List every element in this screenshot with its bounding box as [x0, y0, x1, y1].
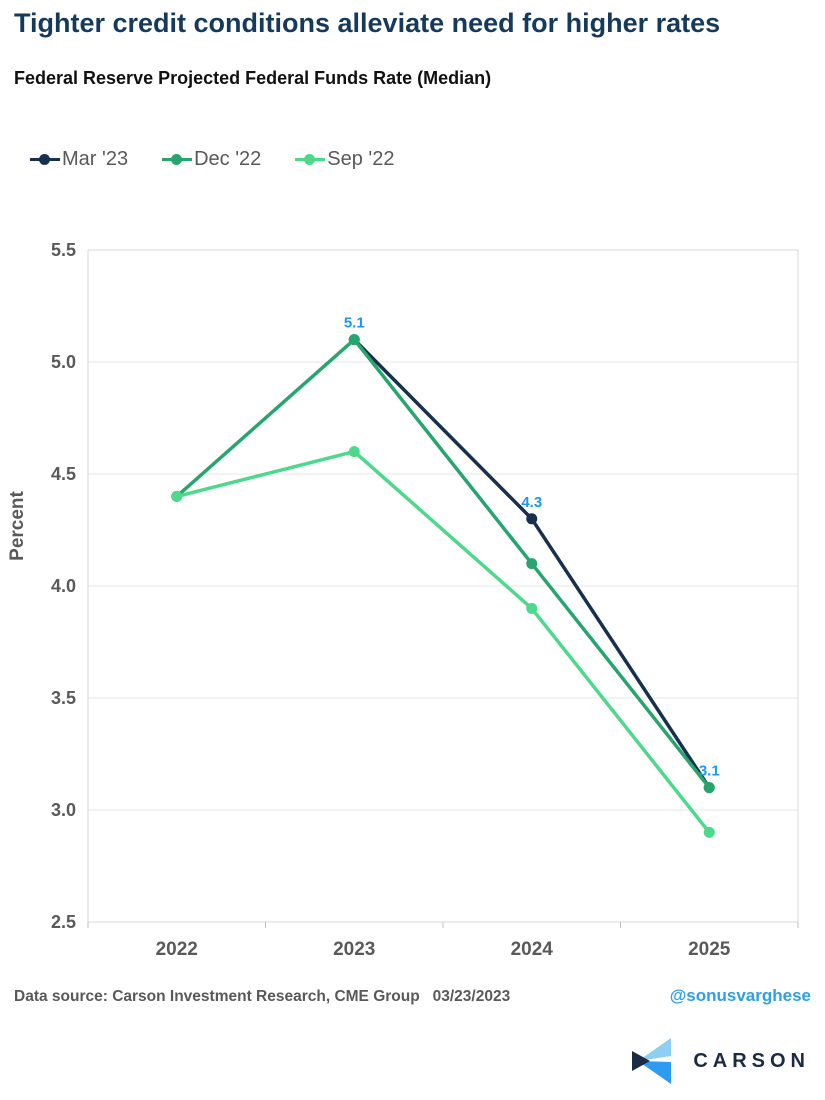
legend-item-dec-22: Dec '22 [162, 148, 261, 171]
legend-marker-icon [162, 154, 193, 166]
y-tick-label: 4.5 [51, 464, 76, 484]
data-source-note: Data source: Carson Investment Research,… [14, 988, 511, 1005]
line-chart: 5.5 5.0 4.5 4.0 3.5 3.0 2.5 2022 2023 2024 2025 5.1… [51, 240, 799, 960]
y-tick-label: 3.5 [51, 688, 76, 708]
series-point-dec-22 [526, 558, 538, 570]
legend-label: Dec '22 [194, 148, 262, 170]
social-handle: @sonusvarghese [669, 986, 811, 1005]
carson-logo-icon [632, 1038, 672, 1084]
legend-item-sep-22: Sep '22 [295, 148, 394, 171]
x-tick-label: 2022 [156, 939, 198, 960]
x-tick-label: 2025 [688, 939, 731, 960]
page-title: Tighter credit conditions alleviate need… [14, 8, 721, 38]
legend: Mar '23 Dec '22 Sep '22 [30, 148, 394, 171]
legend-marker-icon [30, 154, 60, 166]
chart-subtitle: Federal Reserve Projected Federal Funds … [14, 68, 492, 88]
x-tick-label: 2023 [333, 939, 375, 960]
logo-top-triangle [638, 1038, 672, 1061]
y-tick-label: 5.0 [51, 352, 76, 372]
logo-bottom-triangle [638, 1061, 672, 1084]
y-tick-label: 2.5 [51, 912, 76, 932]
data-label: 3.1 [699, 763, 720, 780]
carson-logo-text: CARSON [693, 1049, 810, 1072]
series-point-sep-22 [348, 446, 360, 458]
legend-item-mar-23: Mar '23 [30, 148, 128, 171]
series-point-mar-23 [526, 513, 538, 525]
series-point-sep-22 [526, 602, 538, 614]
logo-left-triangle [632, 1051, 651, 1071]
legend-marker-icon [295, 154, 326, 166]
legend-label: Sep '22 [327, 148, 395, 170]
x-tick-label: 2024 [511, 939, 554, 960]
series-line-dec-22 [175, 337, 711, 789]
y-tick-label: 3.0 [51, 800, 76, 820]
y-tick-label: 4.0 [51, 576, 76, 596]
series-point-sep-22 [171, 490, 183, 502]
series-line-sep-22 [176, 449, 711, 834]
carson-logo: CARSON [629, 1036, 810, 1086]
data-label: 4.3 [521, 494, 542, 511]
series-point-dec-22 [348, 334, 360, 346]
series-point-sep-22 [703, 826, 715, 838]
y-tick-label: 5.5 [51, 240, 76, 260]
legend-label: Mar '23 [62, 148, 129, 170]
series-point-dec-22 [703, 782, 715, 794]
data-label: 5.1 [344, 315, 365, 332]
